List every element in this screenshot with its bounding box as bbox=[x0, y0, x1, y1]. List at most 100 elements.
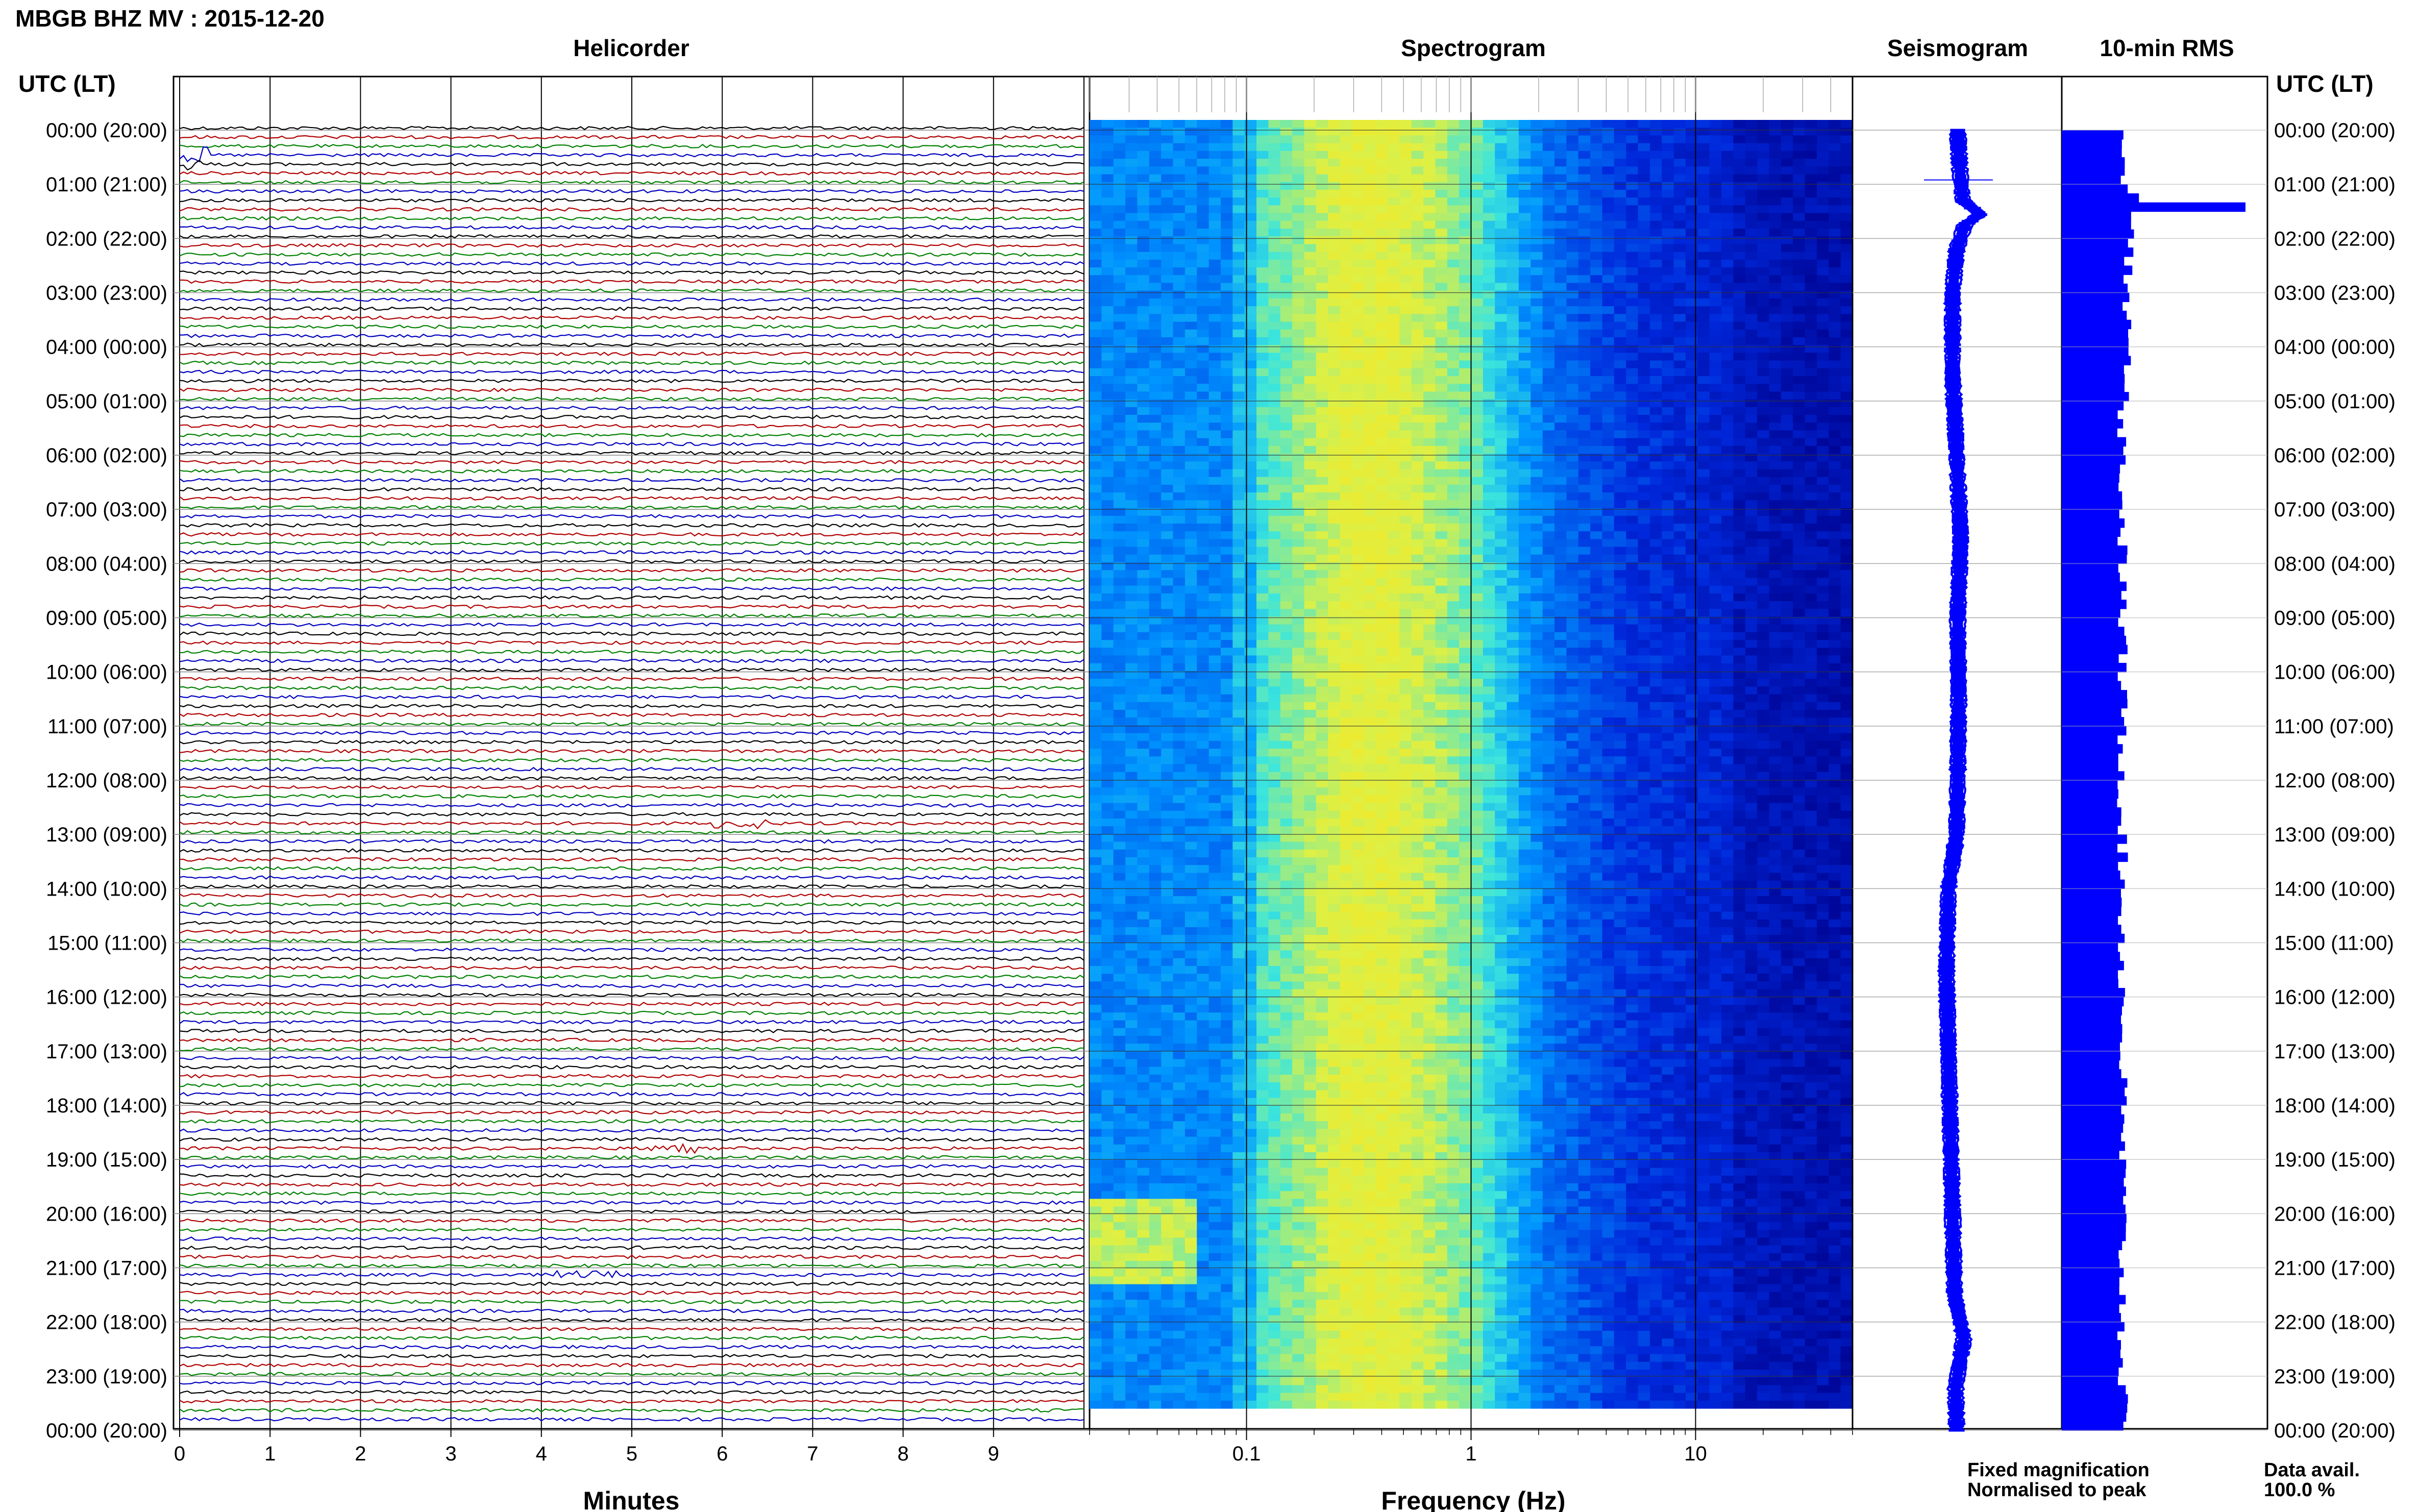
spectrogram-cell bbox=[1184, 570, 1197, 578]
spectrogram-cell bbox=[1626, 220, 1639, 229]
spectrogram-cell bbox=[1173, 484, 1186, 493]
spectrogram-cell bbox=[1280, 128, 1293, 136]
spectrogram-cell bbox=[1471, 213, 1484, 221]
spectrogram-cell bbox=[1649, 477, 1662, 485]
spectrogram-cell bbox=[1280, 197, 1293, 206]
spectrogram-cell bbox=[1721, 515, 1734, 524]
helicorder-trace bbox=[179, 1047, 1084, 1052]
spectrogram-cell bbox=[1471, 329, 1484, 338]
spectrogram-cell bbox=[1673, 306, 1686, 314]
spectrogram-cell bbox=[1745, 159, 1758, 167]
spectrogram-cell bbox=[1101, 616, 1114, 625]
spectrogram-cell bbox=[1268, 259, 1281, 268]
spectrogram-cell bbox=[1805, 220, 1817, 229]
spectrogram-cell bbox=[1316, 166, 1328, 175]
spectrogram-cell bbox=[1816, 252, 1829, 260]
spectrogram-cell bbox=[1399, 151, 1412, 159]
spectrogram-cell bbox=[1292, 337, 1305, 345]
spectrogram-cell bbox=[1149, 524, 1162, 532]
spectrogram-cell bbox=[1662, 135, 1674, 144]
spectrogram-cell bbox=[1578, 570, 1591, 578]
spectrogram-cell bbox=[1208, 694, 1221, 703]
spectrogram-cell bbox=[1757, 143, 1770, 152]
spectrogram-cell bbox=[1649, 663, 1662, 672]
spectrogram-cell bbox=[1531, 189, 1543, 198]
rms-title: 10-min RMS bbox=[2100, 35, 2234, 61]
spectrogram-cell bbox=[1447, 648, 1460, 656]
spectrogram-cell bbox=[1399, 508, 1412, 516]
spectrogram-cell bbox=[1840, 508, 1853, 516]
spectrogram-cell bbox=[1447, 329, 1460, 338]
spectrogram-cell bbox=[1375, 423, 1388, 431]
spectrogram-cell bbox=[1614, 368, 1626, 377]
spectrogram-cell bbox=[1769, 407, 1782, 415]
spectrogram-cell bbox=[1721, 616, 1734, 625]
spectrogram-cell bbox=[1161, 570, 1174, 578]
spectrogram-cell bbox=[1757, 585, 1770, 594]
spectrogram-cell bbox=[1673, 694, 1686, 703]
spectrogram-cell bbox=[1542, 640, 1555, 648]
spectrogram-cell bbox=[1268, 671, 1281, 679]
spectrogram-cell bbox=[1816, 484, 1829, 493]
spectrogram-cell bbox=[1256, 407, 1269, 415]
spectrogram-cell bbox=[1757, 671, 1770, 679]
spectrogram-cell bbox=[1697, 430, 1710, 439]
spectrogram-cell bbox=[1757, 189, 1770, 198]
spectrogram-cell bbox=[1137, 290, 1150, 299]
spectrogram-cell bbox=[1256, 554, 1269, 563]
spectrogram-cell bbox=[1197, 508, 1210, 516]
spectrogram-cell bbox=[1316, 252, 1328, 260]
spectrogram-cell bbox=[1184, 616, 1197, 625]
spectrogram-cell bbox=[1531, 477, 1543, 485]
spectrogram-cell bbox=[1435, 220, 1448, 229]
spectrogram-cell bbox=[1113, 376, 1126, 384]
spectrogram-cell bbox=[1268, 244, 1281, 253]
spectrogram-cell bbox=[1423, 492, 1436, 501]
spectrogram-cell bbox=[1292, 671, 1305, 679]
spectrogram-cell bbox=[1304, 290, 1317, 299]
spectrogram-cell bbox=[1101, 283, 1114, 291]
spectrogram-cell bbox=[1662, 694, 1674, 703]
spectrogram-cell bbox=[1578, 337, 1591, 345]
spectrogram-cell bbox=[1388, 686, 1400, 695]
spectrogram-cell bbox=[1626, 229, 1639, 237]
spectrogram-cell bbox=[1316, 143, 1328, 152]
spectrogram-cell bbox=[1542, 252, 1555, 260]
spectrogram-cell bbox=[1602, 314, 1615, 323]
spectrogram-cell bbox=[1531, 151, 1543, 159]
spectrogram-cell bbox=[1316, 407, 1328, 415]
spectrogram-cell bbox=[1316, 399, 1328, 408]
spectrogram-cell bbox=[1781, 189, 1793, 198]
spectrogram-cell bbox=[1518, 539, 1531, 548]
spectrogram-cell bbox=[1531, 205, 1543, 214]
spectrogram-cell bbox=[1816, 655, 1829, 664]
spectrogram-cell bbox=[1673, 321, 1686, 330]
spectrogram-cell bbox=[1364, 135, 1376, 144]
spectrogram-cell bbox=[1733, 484, 1746, 493]
spectrogram-cell bbox=[1805, 632, 1817, 640]
spectrogram-cell bbox=[1221, 593, 1233, 602]
spectrogram-cell bbox=[1447, 686, 1460, 695]
spectrogram-cell bbox=[1268, 213, 1281, 221]
spectrogram-cell bbox=[1411, 384, 1424, 392]
spectrogram-cell bbox=[1829, 648, 1841, 656]
spectrogram-cell bbox=[1662, 128, 1674, 136]
spectrogram-cell bbox=[1733, 648, 1746, 656]
spectrogram-cell bbox=[1507, 182, 1519, 190]
spectrogram-cell bbox=[1328, 128, 1341, 136]
spectrogram-cell bbox=[1757, 159, 1770, 167]
spectrogram-cell bbox=[1686, 601, 1698, 609]
spectrogram-cell bbox=[1805, 166, 1817, 175]
spectrogram-cell bbox=[1197, 151, 1210, 159]
spectrogram-cell bbox=[1268, 632, 1281, 640]
spectrogram-cell bbox=[1304, 189, 1317, 198]
spectrogram-cell bbox=[1531, 445, 1543, 454]
spectrogram-cell bbox=[1662, 686, 1674, 695]
spectrogram-cell bbox=[1757, 337, 1770, 345]
helicorder-trace bbox=[179, 667, 1084, 673]
spectrogram-cell bbox=[1745, 578, 1758, 586]
spectrogram-cell bbox=[1388, 562, 1400, 571]
spectrogram-cell bbox=[1459, 159, 1472, 167]
spectrogram-cell bbox=[1280, 244, 1293, 253]
spectrogram-cell bbox=[1769, 151, 1782, 159]
